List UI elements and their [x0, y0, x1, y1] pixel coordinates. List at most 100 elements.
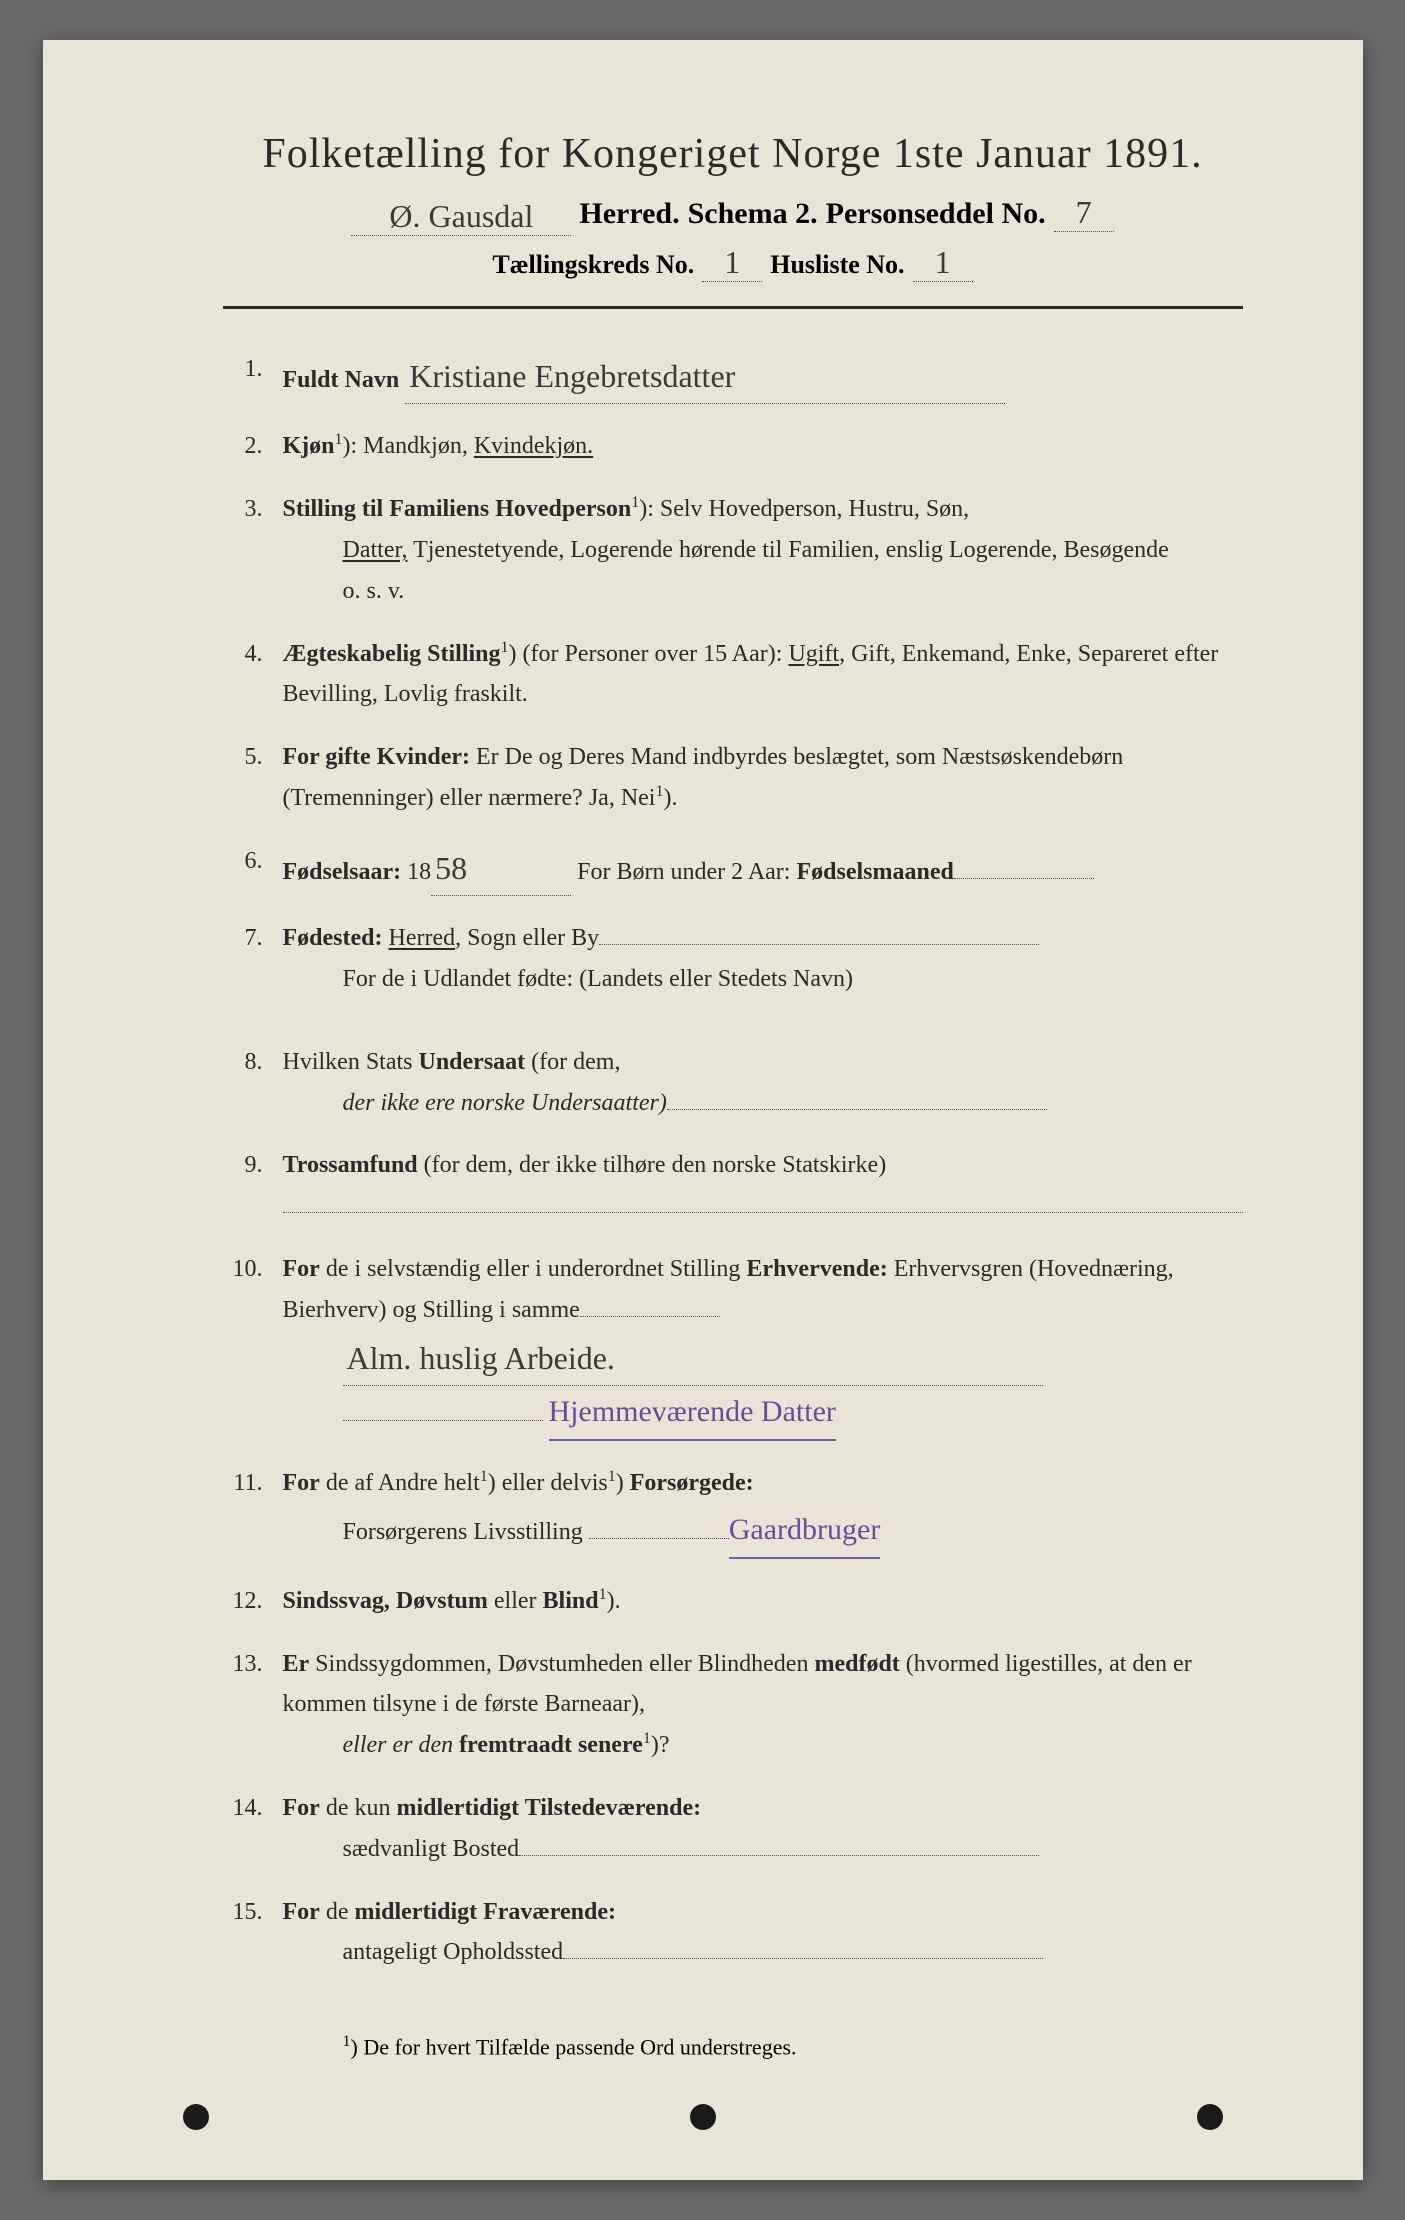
q8-text-a: Hvilken Stats [283, 1049, 419, 1075]
item-number: 10. [223, 1249, 263, 1290]
q1-label: Fuldt Navn [283, 367, 400, 393]
q14-text-b: sædvanligt Bosted [343, 1836, 520, 1862]
q10-label-a: For [283, 1256, 320, 1282]
q8-blank [667, 1109, 1047, 1110]
q8-text-c: der ikke ere norske Undersaatter) [343, 1090, 667, 1116]
q14-text-a: de kun [320, 1795, 397, 1821]
husliste-no: 1 [913, 244, 973, 282]
question-2: 2. Kjøn1): Mandkjøn, Kvindekjøn. [223, 426, 1243, 467]
q5-label: For gifte Kvinder: [283, 744, 471, 770]
q13-text-c: eller er den [343, 1732, 460, 1758]
q3-text-c: o. s. v. [283, 571, 1243, 612]
q2-text-a: ): Mandkjøn, [343, 433, 474, 459]
question-13: 13. Er Sindssygdommen, Døvstumheden elle… [223, 1644, 1243, 1766]
kreds-no: 1 [702, 244, 762, 282]
person-label: Personseddel No. [826, 197, 1046, 231]
kreds-row: Tællingskreds No. 1 Husliste No. 1 [223, 244, 1243, 282]
question-14: 14. For de kun midlertidigt Tilstedevære… [223, 1788, 1243, 1870]
q10-blank2 [343, 1420, 543, 1421]
q9-text: (for dem, der ikke tilhøre den norske St… [418, 1152, 887, 1178]
q11-value: Gaardbruger [729, 1504, 881, 1559]
q14-label-b: midlertidigt Tilstedeværende: [396, 1795, 701, 1821]
q3-sup: 1 [631, 494, 639, 511]
q15-text-a: de [320, 1899, 355, 1925]
item-number: 5. [223, 737, 263, 778]
q6-label-a: Fødselsaar: [283, 859, 402, 885]
item-number: 15. [223, 1892, 263, 1933]
person-no: 7 [1054, 194, 1114, 232]
q10-value-b: Hjemmeværende Datter [549, 1386, 836, 1441]
q9-label: Trossamfund [283, 1152, 418, 1178]
q3-underlined: Datter, [343, 537, 408, 563]
q6-label-b: Fødselsmaaned [796, 859, 953, 885]
q7-underlined: Herred [388, 925, 455, 951]
item-number: 4. [223, 634, 263, 675]
question-8: 8. Hvilken Stats Undersaat (for dem, der… [223, 1042, 1243, 1124]
question-12: 12. Sindssvag, Døvstum eller Blind1). [223, 1581, 1243, 1622]
q6-text-mid: For Børn under 2 Aar: [577, 859, 796, 885]
q4-text-a: ) (for Personer over 15 Aar): [509, 641, 789, 667]
q12-label: Sindssvag, Døvstum [283, 1588, 488, 1614]
question-6: 6. Fødselsaar: 1858 For Børn under 2 Aar… [223, 841, 1243, 896]
punch-hole [1197, 2104, 1223, 2130]
q11-sup1: 1 [480, 1468, 488, 1485]
item-number: 2. [223, 426, 263, 467]
q3-label: Stilling til Familiens Hovedperson [283, 496, 632, 522]
question-7: 7. Fødested: Herred, Sogn eller By For d… [223, 918, 1243, 1000]
item-number: 3. [223, 489, 263, 530]
q11-label-a: For [283, 1470, 320, 1496]
q10-label-b: Erhvervende: [746, 1256, 887, 1282]
q15-label-a: For [283, 1899, 320, 1925]
herred-value: Ø. Gausdal [351, 198, 571, 236]
q6-year-value: 58 [431, 841, 571, 896]
q4-sup: 1 [501, 639, 509, 656]
kreds-label: Tællingskreds No. [492, 250, 694, 280]
question-9: 9. Trossamfund (for dem, der ikke tilhør… [223, 1145, 1243, 1227]
q12-sup: 1 [599, 1586, 607, 1603]
item-number: 8. [223, 1042, 263, 1083]
q2-underlined: Kvindekjøn. [474, 433, 593, 459]
q13-label-c: fremtraadt senere [459, 1732, 643, 1758]
q5-text-b: ). [663, 785, 677, 811]
item-number: 7. [223, 918, 263, 959]
q4-underlined: Ugift [788, 641, 839, 667]
q11-sup2: 1 [608, 1468, 616, 1485]
q11-text-d: Forsørgerens Livsstilling [343, 1519, 583, 1545]
q10-value-a: Alm. huslig Arbeide. [343, 1331, 1043, 1386]
q6-month-blank [954, 878, 1094, 879]
question-4: 4. Ægteskabelig Stilling1) (for Personer… [223, 634, 1243, 716]
form-header: Folketælling for Kongeriget Norge 1ste J… [223, 130, 1243, 282]
q3-text-a: ): Selv Hovedperson, Hustru, Søn, [639, 496, 969, 522]
q12-text-a: eller [488, 1588, 543, 1614]
herred-row: Ø. Gausdal Herred. Schema 2. Personsedde… [223, 194, 1243, 232]
q7-blank [599, 944, 1039, 945]
punch-hole [690, 2104, 716, 2130]
punch-hole [183, 2104, 209, 2130]
q12-label-b: Blind [543, 1588, 599, 1614]
item-number: 1. [223, 349, 263, 390]
q4-label: Ægteskabelig Stilling [283, 641, 501, 667]
q13-label-a: Er [283, 1651, 310, 1677]
q14-blank [519, 1855, 1039, 1856]
item-number: 11. [223, 1463, 263, 1504]
q7-text-b: For de i Udlandet fødte: (Landets eller … [283, 959, 1243, 1000]
q7-text-a: , Sogn eller By [455, 925, 599, 951]
q13-text-a: Sindssygdommen, Døvstumheden eller Blind… [309, 1651, 814, 1677]
herred-label: Herred. [579, 197, 679, 231]
item-number: 12. [223, 1581, 263, 1622]
question-10: 10. For de i selvstændig eller i underor… [223, 1249, 1243, 1441]
divider [223, 306, 1243, 309]
q13-text-d: )? [651, 1732, 670, 1758]
q11-text-a: de af Andre helt [320, 1470, 480, 1496]
question-11: 11. For de af Andre helt1) eller delvis1… [223, 1463, 1243, 1559]
q13-sup: 1 [643, 1730, 651, 1747]
q13-label-b: medfødt [814, 1651, 899, 1677]
item-number: 9. [223, 1145, 263, 1186]
q12-text-b: ). [607, 1588, 621, 1614]
item-number: 14. [223, 1788, 263, 1829]
q11-text-c: ) [616, 1470, 630, 1496]
q11-blank [589, 1538, 729, 1539]
q9-blank [283, 1189, 1243, 1213]
q8-label: Undersaat [419, 1049, 526, 1075]
item-number: 6. [223, 841, 263, 882]
